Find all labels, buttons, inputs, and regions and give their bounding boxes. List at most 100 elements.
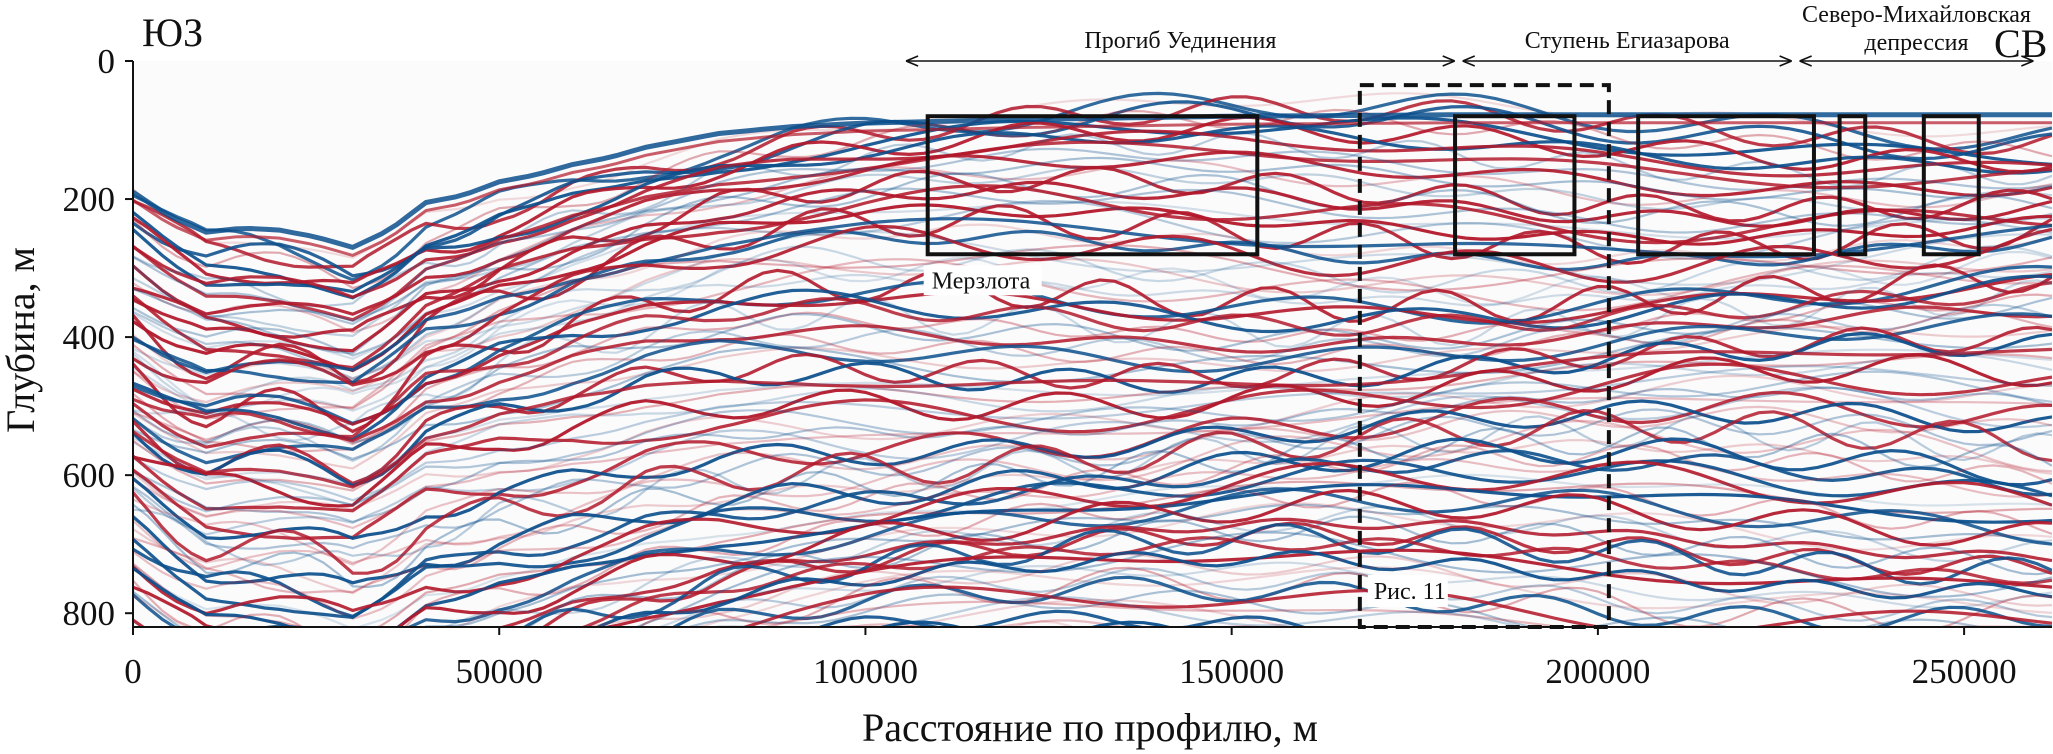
seismic-reflector — [638, 566, 2052, 627]
permafrost-box-3 — [1636, 114, 1816, 257]
seismic-reflector — [133, 258, 2052, 404]
seismic-reflector — [685, 589, 1986, 627]
seismic-reflector — [133, 274, 2052, 442]
seismic-reflector — [133, 147, 2052, 326]
seismic-reflector — [133, 172, 2052, 355]
figure-box-label-bg — [1367, 575, 1448, 607]
permafrost-box-5 — [1921, 114, 1981, 257]
seismic-reflector — [133, 439, 2052, 595]
seismic-reflector — [133, 129, 2052, 299]
seismic-reflector — [656, 561, 2052, 627]
seismic-reflector — [133, 481, 2052, 627]
seismic-reflector — [133, 487, 2052, 627]
seismic-reflector — [133, 460, 2052, 616]
seismic-reflector — [133, 204, 2052, 385]
seismic-reflector — [133, 270, 2052, 412]
seismic-reflector — [584, 553, 2052, 627]
seismic-reflector — [594, 550, 2052, 627]
region-label-3: Северо-Михайловская депрессия — [1802, 2, 2031, 56]
seismic-reflector — [133, 312, 2052, 465]
seismic-reflector — [133, 279, 2052, 442]
region-label-1: Прогиб Уединения — [1084, 28, 1276, 54]
region-arrow-head-left-3 — [1799, 55, 1812, 67]
seismic-reflector — [133, 293, 2052, 446]
seismic-reflector — [833, 620, 1076, 627]
seismic-reflector — [634, 531, 2052, 627]
x-tick-label: 250000 — [1912, 652, 2017, 691]
seismic-reflector — [133, 408, 2052, 575]
seismic-reflector — [133, 353, 2052, 507]
seismic-reflector — [133, 444, 2052, 594]
seismic-reflector — [133, 281, 2052, 439]
seismic-reflector — [133, 244, 2052, 407]
seismic-reflector — [133, 156, 2052, 323]
seismic-reflector — [522, 523, 2052, 627]
seismic-reflector — [133, 180, 2052, 353]
seismic-reflector — [133, 331, 2052, 488]
seismic-reflector — [540, 521, 2052, 627]
seismic-reflector — [133, 230, 2052, 382]
seismic-reflector — [133, 132, 2052, 308]
y-tick-label: 200 — [63, 180, 116, 219]
region-arrow-head-right-1 — [1442, 55, 1456, 67]
seismic-reflector — [133, 473, 2052, 627]
seismic-reflector — [133, 325, 2052, 486]
seismic-reflector — [133, 229, 2052, 385]
y-tick-label: 400 — [63, 318, 116, 357]
seismic-reflector — [133, 386, 2052, 536]
seismic-reflector — [133, 448, 2052, 619]
seismic-reflector — [133, 362, 2052, 513]
x-tick-label: 50000 — [455, 652, 543, 691]
seismic-reflector — [133, 140, 2052, 322]
region-arrow-head-right-3 — [2021, 55, 2034, 67]
permafrost-label-bg — [923, 265, 1042, 296]
seismic-reflector — [133, 517, 2052, 627]
x-axis-title: Расстояние по профилю, м — [862, 705, 1318, 750]
seismic-reflector — [133, 159, 2052, 334]
permafrost-box-4 — [1837, 114, 1868, 257]
x-tick-label: 100000 — [813, 652, 918, 691]
direction-label-right: СВ — [1994, 21, 2047, 66]
seismic-reflector — [133, 348, 2052, 486]
seismic-reflector — [133, 370, 2052, 513]
seismic-reflector — [579, 536, 2052, 627]
y-tick-label: 0 — [98, 42, 116, 81]
figure-box-label: Рис. 11 — [1374, 579, 1446, 605]
seismic-reflector — [133, 503, 2052, 627]
x-tick-label: 0 — [124, 652, 142, 691]
x-tick-label: 150000 — [1179, 652, 1284, 691]
seismic-reflector — [133, 365, 2052, 502]
axes: 0 50000 100000 150000 200000 250000 0 200 400 600… — [63, 42, 2052, 691]
direction-label-left: ЮЗ — [142, 10, 203, 55]
y-tick-label: 800 — [63, 594, 116, 633]
seismic-reflector — [133, 353, 2052, 508]
seismic-reflector — [694, 566, 2052, 627]
permafrost-label: Мерзлота — [932, 268, 1031, 294]
seismic-reflector — [133, 258, 2052, 420]
seismic-reflector — [133, 374, 2052, 519]
region-arrow-head-left-1 — [905, 55, 919, 67]
seismic-reflector — [851, 633, 1247, 641]
region-annotations: Прогиб Уединения Ступень Егиазарова Северо… — [905, 2, 2034, 67]
seismic-reflector — [133, 217, 2052, 374]
seismic-reflector — [899, 598, 1294, 627]
seismic-reflector — [133, 165, 2052, 339]
seismic-reflector — [133, 326, 2052, 461]
seismic-reflector — [133, 386, 2052, 524]
seismic-reflector — [133, 303, 2052, 462]
seismic-reflector — [877, 620, 1175, 627]
seismic-reflector — [133, 488, 2052, 627]
y-tick-label: 600 — [63, 456, 116, 495]
seismic-reflector — [133, 458, 2052, 620]
y-axis-title: Глубина, м — [0, 247, 43, 433]
region-arrow-head-left-2 — [1462, 55, 1476, 67]
seismic-reflector — [133, 325, 2052, 470]
permafrost-box-1 — [925, 114, 1260, 257]
permafrost-box-2 — [1453, 114, 1577, 257]
x-tick-label: 200000 — [1545, 652, 1650, 691]
seismic-reflector — [133, 244, 2052, 410]
seismic-reflector — [133, 200, 2052, 360]
region-label-2: Ступень Егиазарова — [1525, 28, 1730, 54]
seismic-reflector — [133, 405, 2052, 566]
